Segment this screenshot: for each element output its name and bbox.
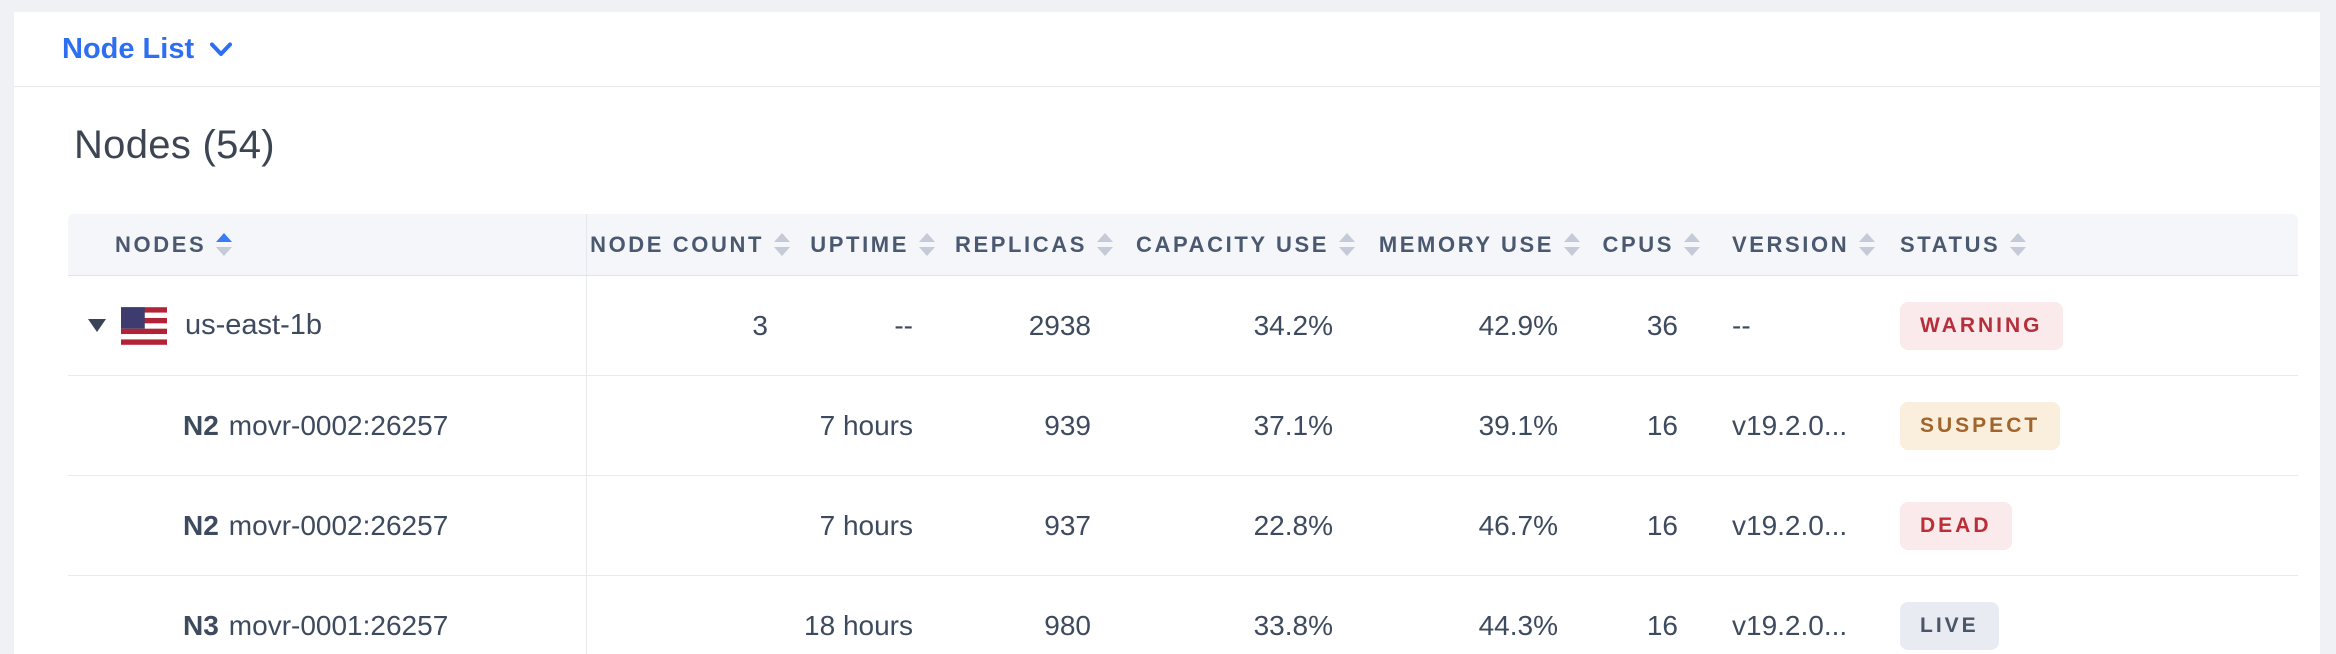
cell-cpus: 16 [1646, 509, 1678, 541]
chevron-down-icon [210, 42, 233, 56]
cell-capacity-use: 34.2% [1253, 309, 1333, 341]
sort-arrows-icon [1097, 233, 1113, 256]
cell-node-count: 3 [752, 309, 768, 341]
cell-cpus: 16 [1646, 609, 1678, 641]
node-list-card: Node List Nodes (54) NODES NODE COUNT UP… [14, 12, 2320, 654]
cell-replicas: 2938 [1028, 309, 1091, 341]
cell-uptime: 18 hours [804, 609, 913, 641]
node-address: movr-0002:26257 [228, 409, 449, 441]
node-id: N2 [183, 409, 219, 441]
table-row-node[interactable]: N2 movr-0002:26257 7 hours 937 22.8% 46.… [68, 476, 2298, 576]
column-header-node-count[interactable]: NODE COUNT [587, 214, 790, 275]
sort-arrows-icon [2010, 233, 2027, 256]
column-header-status[interactable]: STATUS [1880, 214, 2298, 275]
cell-version: v19.2.0... [1732, 509, 1848, 541]
cell-uptime: 7 hours [819, 509, 913, 541]
region-name: us-east-1b [185, 309, 323, 341]
cell-node-count [587, 376, 790, 475]
cell-replicas: 980 [1044, 609, 1091, 641]
cell-version: -- [1732, 309, 1751, 341]
column-header-nodes[interactable]: NODES [68, 214, 587, 275]
column-header-label: REPLICAS [954, 231, 1087, 257]
cell-memory-use: 42.9% [1478, 309, 1558, 341]
cell-version: v19.2.0... [1732, 609, 1848, 641]
cell-node-count [587, 576, 790, 654]
cell-capacity-use: 22.8% [1253, 509, 1333, 541]
column-header-capacity-use[interactable]: CAPACITY USE [1113, 214, 1355, 275]
cell-memory-use: 39.1% [1478, 409, 1558, 441]
cell-uptime: 7 hours [819, 409, 913, 441]
status-badge: LIVE [1900, 601, 1999, 650]
cell-memory-use: 44.3% [1478, 609, 1558, 641]
status-badge: SUSPECT [1900, 401, 2061, 450]
column-header-label: STATUS [1900, 231, 2001, 257]
sort-arrows-icon [1339, 233, 1355, 256]
cell-capacity-use: 33.8% [1253, 609, 1333, 641]
sort-arrows-icon [216, 233, 233, 256]
node-id: N2 [183, 509, 219, 541]
table-row-region[interactable]: us-east-1b 3 -- 2938 34.2% 42.9% 36 -- W… [68, 276, 2298, 376]
column-header-label: MEMORY USE [1378, 231, 1554, 257]
cell-version: v19.2.0... [1732, 409, 1848, 441]
node-list-dropdown-label: Node List [62, 32, 195, 65]
column-header-label: UPTIME [810, 231, 909, 257]
column-header-label: VERSION [1732, 231, 1850, 257]
node-address: movr-0001:26257 [228, 609, 449, 641]
column-header-label: NODE COUNT [590, 231, 764, 257]
table-row-node[interactable]: N3 movr-0001:26257 18 hours 980 33.8% 44… [68, 576, 2298, 654]
status-badge: DEAD [1900, 501, 2012, 550]
cell-memory-use: 46.7% [1478, 509, 1558, 541]
sort-arrows-icon [1684, 233, 1700, 256]
sort-arrows-icon [1564, 233, 1580, 256]
cell-node-count [587, 476, 790, 575]
cell-cpus: 16 [1646, 409, 1678, 441]
page-title: Nodes (54) [74, 123, 275, 167]
cell-capacity-use: 37.1% [1253, 409, 1333, 441]
column-header-label: CAPACITY USE [1136, 231, 1329, 257]
column-header-uptime[interactable]: UPTIME [790, 214, 935, 275]
table-row-node[interactable]: N2 movr-0002:26257 7 hours 939 37.1% 39.… [68, 376, 2298, 476]
column-header-version[interactable]: VERSION [1700, 214, 1880, 275]
column-header-cpus[interactable]: CPUS [1580, 214, 1700, 275]
sort-arrows-icon [1859, 233, 1876, 256]
table-header-row: NODES NODE COUNT UPTIME REPLICAS CAPACIT… [68, 214, 2298, 276]
collapse-caret-icon[interactable] [88, 319, 106, 332]
column-header-memory-use[interactable]: MEMORY USE [1355, 214, 1580, 275]
node-list-dropdown[interactable]: Node List [62, 32, 233, 66]
us-flag-icon [121, 306, 167, 345]
column-header-label: CPUS [1602, 231, 1674, 257]
node-id: N3 [183, 609, 219, 641]
cell-uptime: -- [894, 309, 913, 341]
cell-replicas: 939 [1044, 409, 1091, 441]
view-selector-bar: Node List [14, 12, 2320, 87]
status-badge: WARNING [1900, 301, 2063, 350]
column-header-replicas[interactable]: REPLICAS [935, 214, 1113, 275]
nodes-table: NODES NODE COUNT UPTIME REPLICAS CAPACIT… [68, 214, 2298, 654]
cell-replicas: 937 [1044, 509, 1091, 541]
sort-arrows-icon [774, 233, 790, 256]
cell-cpus: 36 [1646, 309, 1678, 341]
column-header-label: NODES [115, 231, 207, 257]
sort-arrows-icon [919, 233, 935, 256]
node-address: movr-0002:26257 [228, 509, 449, 541]
